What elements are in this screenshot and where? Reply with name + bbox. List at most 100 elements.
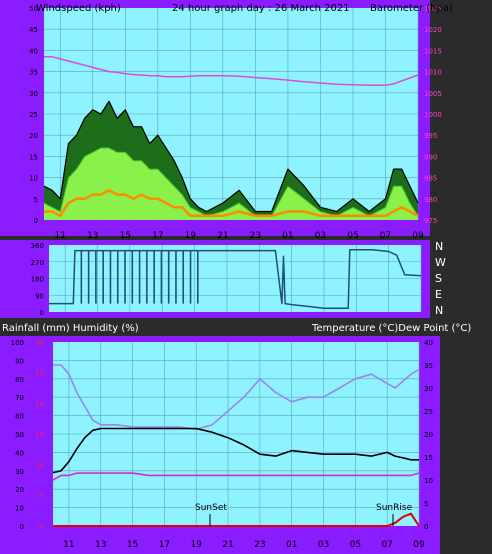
bottom-right-tick-label: 30 — [424, 385, 433, 393]
bottom-left-tick-label: 20 — [15, 486, 24, 494]
top-title: 24 hour graph day : 26 March 2021 — [172, 3, 350, 14]
rain-line — [53, 512, 420, 527]
bottom-right-tick-label: 40 — [424, 339, 433, 347]
temperature-line — [53, 364, 420, 431]
bottom-left-tick-label: 10 — [15, 505, 24, 513]
bottom-left-tick-label: 60 — [15, 413, 24, 421]
top-left-tick-label: 45 — [29, 26, 38, 34]
top-x-tick-label: 07 — [380, 231, 391, 241]
sunset-label: SunSet — [195, 503, 227, 513]
bottom-left-tick-label: 0 — [20, 523, 24, 531]
top-right-tick-label: 975 — [424, 217, 437, 225]
bottom-x-tick-label: 17 — [159, 540, 170, 550]
top-right-tick-label: 985 — [424, 175, 437, 183]
top-x-tick-label: 19 — [185, 231, 197, 241]
wind-gust-line — [43, 100, 419, 213]
middle-left-tick-label: 360 — [31, 242, 44, 250]
top-x-tick-label: 09 — [412, 231, 424, 241]
bottom-left-tick-label: 40 — [15, 449, 24, 457]
bottom-x-tick-label: 11 — [63, 540, 74, 550]
bottom-right-tick-label: 25 — [424, 408, 433, 416]
bottom-rain-tick-label: 20 — [35, 400, 44, 408]
bottom-x-tick-label: 01 — [286, 540, 297, 550]
top-x-tick-label: 01 — [282, 231, 293, 241]
bottom-x-tick-label: 15 — [127, 540, 138, 550]
top-right-tick-label: 1025 — [424, 5, 442, 13]
bottom-x-tick-label: 03 — [318, 540, 329, 550]
top-left-tick-label: 5 — [34, 196, 38, 204]
middle-left-tick-label: 180 — [31, 276, 44, 284]
top-left-tick-label: 10 — [29, 175, 38, 183]
top-right-label: Barometer (hpa) — [370, 3, 453, 14]
bottom-left-tick-label: 90 — [15, 357, 24, 365]
bottom-right-tick-label: 10 — [424, 477, 433, 485]
bottom-right-tick-label: 15 — [424, 454, 433, 462]
top-left-tick-label: 15 — [29, 153, 38, 161]
top-right-tick-label: 1010 — [424, 69, 442, 77]
bottom-left-tick-label: 30 — [15, 468, 24, 476]
humidity-line — [52, 427, 419, 474]
bottom-rain-tick-label: 15 — [35, 431, 44, 439]
compass-n-top: N — [435, 240, 443, 253]
bottom-rain-tick-label: 0 — [40, 523, 44, 531]
bottom-x-tick-label: 09 — [413, 540, 425, 550]
bottom-rain-tick-label: 30 — [35, 339, 44, 347]
tick-labels: 1111131315151717191921212323010103030505… — [11, 5, 442, 550]
top-x-tick-label: 21 — [217, 231, 228, 241]
top-left-tick-label: 25 — [29, 111, 38, 119]
middle-left-tick-label: 0 — [40, 309, 44, 317]
top-left-tick-label: 20 — [29, 132, 38, 140]
bottom-left-tick-label: 50 — [15, 431, 24, 439]
bottom-left-tick-label: 70 — [15, 394, 24, 402]
bottom-x-tick-label: 05 — [350, 540, 361, 550]
bottom-right-tick-label: 35 — [424, 362, 433, 370]
top-x-tick-label: 03 — [315, 231, 326, 241]
bottom-x-tick-label: 07 — [381, 540, 392, 550]
bottom-left-label: Rainfall (mm) Humidity (%) — [2, 323, 139, 334]
bottom-right-tick-label: 20 — [424, 431, 433, 439]
top-right-tick-label: 980 — [424, 196, 437, 204]
top-x-tick-label: 13 — [87, 231, 98, 241]
compass-w: W — [435, 256, 446, 269]
bottom-x-tick-label: 23 — [254, 540, 265, 550]
compass-n-bottom: N — [435, 304, 443, 317]
top-x-tick-label: 05 — [347, 231, 358, 241]
dew-point-line — [52, 472, 420, 481]
wind-speed-area — [44, 147, 418, 220]
top-right-tick-label: 1015 — [424, 47, 442, 55]
top-left-label: Windspeed (kph) — [36, 3, 121, 14]
bottom-right-tick-label: 5 — [424, 500, 428, 508]
top-right-tick-label: 1020 — [424, 26, 442, 34]
top-left-tick-label: 30 — [29, 90, 38, 98]
data-series — [43, 56, 422, 527]
top-right-tick-label: 1005 — [424, 90, 442, 98]
bottom-x-tick-label: 13 — [95, 540, 106, 550]
top-left-tick-label: 35 — [29, 69, 38, 77]
top-x-tick-label: 23 — [250, 231, 261, 241]
top-x-tick-label: 11 — [55, 231, 66, 241]
top-left-tick-label: 40 — [29, 47, 38, 55]
wind-average-line — [44, 189, 419, 218]
top-left-tick-label: 0 — [34, 217, 38, 225]
bottom-right-label: Temperature (°C)Dew Point (°C) — [311, 323, 471, 334]
bottom-right-tick-label: 0 — [424, 523, 428, 531]
compass-s: S — [435, 272, 442, 285]
top-left-tick-label: 50 — [29, 5, 38, 13]
bottom-left-tick-label: 80 — [15, 376, 24, 384]
bottom-rain-tick-label: 25 — [35, 370, 44, 378]
sunrise-label: SunRise — [376, 503, 413, 513]
bottom-left-tick-label: 100 — [11, 339, 24, 347]
top-x-tick-label: 17 — [152, 231, 163, 241]
top-right-tick-label: 990 — [424, 153, 437, 161]
bottom-rain-tick-label: 10 — [35, 462, 44, 470]
wind-speed-line — [43, 147, 419, 217]
wind-direction-line — [49, 248, 422, 310]
top-x-tick-label: 15 — [120, 231, 131, 241]
top-right-tick-label: 995 — [424, 132, 437, 140]
middle-left-tick-label: 270 — [31, 259, 44, 267]
top-right-tick-label: 1000 — [424, 111, 442, 119]
bottom-x-tick-label: 19 — [190, 540, 202, 550]
barometer-line — [44, 56, 419, 86]
bottom-rain-tick-label: 5 — [40, 492, 44, 500]
